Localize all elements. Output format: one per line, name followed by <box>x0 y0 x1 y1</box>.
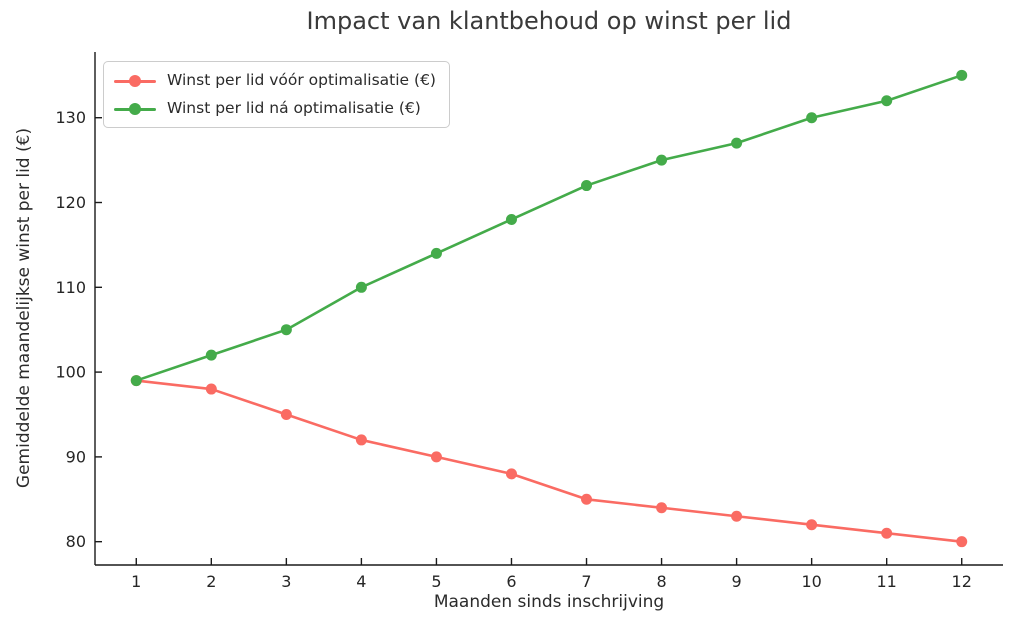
x-tick-label: 11 <box>877 572 897 591</box>
series-0-marker <box>731 510 743 522</box>
legend-dot-icon <box>129 102 141 115</box>
y-tick-label: 80 <box>66 532 86 551</box>
y-tick-label: 120 <box>55 193 86 212</box>
series-0-marker <box>656 502 668 514</box>
series-1-marker <box>430 247 442 259</box>
y-tick-label: 130 <box>55 108 86 127</box>
series-1-marker <box>656 154 668 166</box>
x-tick-label: 7 <box>581 572 591 591</box>
series-1-marker <box>581 180 593 192</box>
x-tick-label: 10 <box>801 572 821 591</box>
x-tick-label: 5 <box>431 572 441 591</box>
y-tick-label: 110 <box>55 278 86 297</box>
series-0-marker <box>806 519 818 531</box>
series-1-marker <box>956 69 968 81</box>
series-0-marker <box>430 451 442 463</box>
series-0-line <box>134 379 964 543</box>
legend-dot-icon <box>129 74 141 87</box>
x-tick-label: 12 <box>952 572 972 591</box>
series-0-marker <box>581 493 593 505</box>
series-1-marker <box>806 112 818 124</box>
legend-item-after: Winst per lid ná optimalisatie (€) <box>114 97 436 120</box>
series-1-marker <box>130 375 142 387</box>
series-0-marker <box>956 536 968 548</box>
series-0-marker <box>205 383 217 395</box>
x-tick-label: 4 <box>356 572 366 591</box>
series-1-marker <box>881 95 893 107</box>
legend-label-after: Winst per lid ná optimalisatie (€) <box>167 99 421 117</box>
series-0-marker <box>280 408 292 420</box>
legend-swatch-after <box>114 102 156 115</box>
x-tick-label: 2 <box>206 572 216 591</box>
x-tick-label: 8 <box>656 572 666 591</box>
series-0-marker <box>355 434 367 446</box>
x-tick-label: 1 <box>131 572 141 591</box>
series-0-marker <box>881 527 893 539</box>
y-tick-label: 100 <box>55 363 86 382</box>
x-tick-label: 3 <box>281 572 291 591</box>
y-axis-label: Gemiddelde maandelijkse winst per lid (€… <box>14 127 34 489</box>
legend-item-before: Winst per lid vóór optimalisatie (€) <box>114 69 436 92</box>
chart-title: Impact van klantbehoud op winst per lid <box>306 7 792 35</box>
x-axis-label: Maanden sinds inschrijving <box>433 592 665 612</box>
series-1-marker <box>731 137 743 149</box>
y-tick-label: 90 <box>66 447 86 466</box>
x-tick-label: 6 <box>506 572 516 591</box>
series-1-marker <box>205 349 217 361</box>
x-tick-label: 9 <box>732 572 742 591</box>
series-1-marker <box>280 324 292 336</box>
legend-swatch-before <box>114 74 156 87</box>
legend: Winst per lid vóór optimalisatie (€) Win… <box>103 61 450 128</box>
series-1-marker <box>355 281 367 293</box>
series-1-marker <box>505 213 517 225</box>
series-0-marker <box>505 468 517 480</box>
series-1-line <box>134 74 964 382</box>
legend-label-before: Winst per lid vóór optimalisatie (€) <box>167 71 436 89</box>
